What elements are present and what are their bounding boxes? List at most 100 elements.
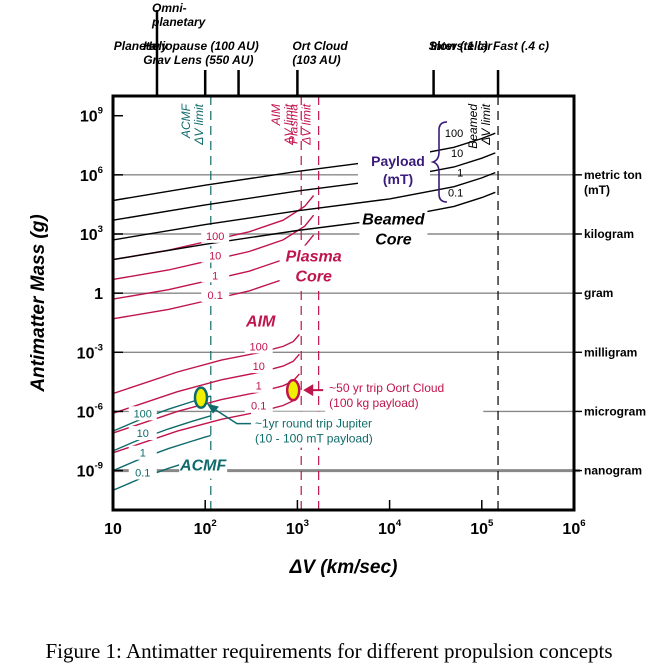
y-tick-label-3: 103 bbox=[80, 224, 103, 244]
payload-label-bg bbox=[128, 425, 157, 440]
payload-key-value: 10 bbox=[451, 148, 463, 160]
top-text-1-line-1: Planetary bbox=[114, 39, 169, 53]
top-label-1-line-1: Omni- bbox=[152, 1, 187, 15]
x-tick-label-2: 102 bbox=[194, 518, 217, 538]
top-label-1-line-2: planetary bbox=[151, 15, 207, 29]
payload-label-bg bbox=[244, 378, 273, 393]
concept-label-bg bbox=[179, 454, 228, 479]
payload-label-bg bbox=[201, 287, 230, 302]
limit-label-1-line-2: ΔV limit bbox=[192, 103, 206, 145]
top-label-5-line-1: Slow (.1 c) bbox=[429, 39, 488, 53]
concept-label-bg bbox=[241, 310, 280, 335]
payload-label-aim: 0.1 bbox=[251, 400, 266, 412]
trip-marker-label-1-line-2: (10 - 100 mT payload) bbox=[255, 432, 373, 446]
payload-label-bg bbox=[128, 445, 157, 460]
mass-reference-label-4-line-1: milligram bbox=[584, 345, 637, 359]
y-tick-label-1: 109 bbox=[80, 106, 103, 126]
x-tick-label-5: 105 bbox=[470, 518, 494, 538]
trip-marker-arrow bbox=[208, 405, 251, 425]
mass-reference-label-2-line-1: kilogram bbox=[584, 227, 634, 241]
top-label-4-line-1: Ort Cloud bbox=[292, 39, 348, 53]
trip-marker-label-bg bbox=[250, 411, 401, 448]
mass-reference-label-5-line-1: microgram bbox=[584, 404, 646, 418]
concept-label-3-line-1: AIM bbox=[245, 314, 276, 331]
trip-marker-label-1-line-1: ~1yr round trip Jupiter bbox=[255, 417, 372, 431]
limit-label-4-line-1: Beamed bbox=[466, 104, 480, 149]
series-line-acmf-1 bbox=[112, 434, 211, 472]
trip-marker-label-bg bbox=[325, 378, 484, 415]
y-tick-label-4: 1 bbox=[94, 286, 103, 303]
series-line-beamed-1 bbox=[112, 171, 496, 241]
payload-label-acmf: 0.1 bbox=[135, 467, 150, 479]
x-tick-label-6: 106 bbox=[562, 518, 585, 538]
trip-marker-label-2-line-1: ~50 yr trip Oort Cloud bbox=[329, 381, 444, 395]
payload-label-bg bbox=[201, 248, 230, 263]
payload-label-acmf: 10 bbox=[137, 428, 149, 440]
chart-labels: 100 10 1 0.1 100 10 1 0.1 100 10 1 0.1 100 10 1 0.1 Payl… bbox=[128, 121, 463, 480]
plot-frame bbox=[111, 94, 576, 512]
top-label-6-line-1: Fast (.4 c) bbox=[493, 39, 549, 53]
concept-label-2-line-1: Plasma bbox=[286, 249, 342, 266]
mass-reference-label-1-line-2: (mT) bbox=[584, 183, 610, 197]
payload-label-plasma: 10 bbox=[209, 251, 221, 263]
top-text-2-line-1: Interstellar bbox=[431, 39, 494, 53]
limit-label-2-line-2: ΔV limit bbox=[282, 103, 296, 145]
payload-label-plasma: 1 bbox=[212, 270, 218, 282]
top-axis: Omni-planetary Heliopause (100 AU)Grav Le… bbox=[114, 1, 549, 96]
concept-label-1-line-1: Beamed bbox=[362, 212, 425, 229]
payload-label-plasma: 100 bbox=[206, 231, 224, 243]
top-label-4-line-2: (103 AU) bbox=[292, 53, 340, 67]
limit-label-1-line-1: ACMF bbox=[179, 103, 193, 139]
trip-marker-2 bbox=[285, 378, 301, 402]
payload-label-bg bbox=[128, 465, 157, 480]
payload-label-aim: 1 bbox=[256, 381, 262, 393]
payload-key-value: 100 bbox=[445, 128, 463, 140]
concept-label-bg bbox=[359, 208, 428, 253]
trip-marker-1 bbox=[193, 386, 209, 409]
x-axis-label: ΔV (km/sec) bbox=[289, 557, 398, 578]
series-line-acmf-10 bbox=[112, 415, 211, 452]
mass-reference-label-3-line-1: gram bbox=[584, 286, 613, 300]
payload-label-bg bbox=[128, 406, 157, 421]
x-tick-label-1: 10 bbox=[104, 521, 122, 538]
y-tick-label-5: 10-3 bbox=[77, 342, 103, 362]
payload-label-acmf: 100 bbox=[134, 408, 152, 420]
limit-label-2-line-1: AIM bbox=[269, 104, 283, 126]
payload-label-bg bbox=[244, 398, 273, 413]
top-label-2-line-1: Heliopause (100 AU) bbox=[143, 39, 259, 53]
y-tick-label-7: 10-9 bbox=[77, 461, 103, 481]
payload-label-aim: 10 bbox=[253, 361, 265, 373]
payload-label-bg bbox=[244, 359, 273, 373]
limit-label-3-line-2: ΔV limit bbox=[300, 103, 314, 145]
concept-label-2-line-2: Core bbox=[295, 269, 332, 286]
mass-reference-label-6-line-1: nanogram bbox=[584, 464, 642, 478]
payload-label-acmf: 1 bbox=[140, 448, 146, 460]
payload-label-bg bbox=[244, 339, 273, 354]
payload-key-title-line-2: (mT) bbox=[383, 171, 413, 187]
trip-marker-arrowhead bbox=[303, 384, 314, 397]
trip-marker-arrowhead bbox=[206, 403, 219, 414]
payload-label-aim: 100 bbox=[250, 341, 268, 353]
payload-key-title-line-1: Payload bbox=[371, 153, 425, 169]
concept-label-bg bbox=[279, 245, 348, 290]
x-tick-label-3: 103 bbox=[286, 518, 309, 538]
payload-brace bbox=[430, 121, 448, 203]
mass-reference-label-1-line-1: metric ton bbox=[584, 168, 642, 182]
trip-markers: ~1yr round trip Jupiter(10 - 100 mT payl… bbox=[193, 378, 484, 448]
payload-label-bg bbox=[201, 268, 230, 283]
concept-label-1-line-2: Core bbox=[375, 232, 412, 249]
x-tick-label-4: 104 bbox=[378, 518, 402, 538]
axes: metric ton(mT)kilogramgrammilligrammicro… bbox=[28, 94, 646, 578]
payload-key-bg bbox=[358, 150, 430, 190]
y-tick-label-6: 10-6 bbox=[77, 401, 103, 421]
top-label-2-line-2: Grav Lens (550 AU) bbox=[143, 53, 253, 67]
payload-key-value: 1 bbox=[457, 168, 463, 180]
trip-marker-label-2-line-2: (100 kg payload) bbox=[329, 396, 418, 410]
figure-caption: Figure 1: Antimatter requirements for di… bbox=[45, 639, 612, 663]
concept-label-4-line-1: ACMF bbox=[179, 458, 227, 475]
y-axis-label: Antimatter Mass (g) bbox=[28, 214, 49, 392]
payload-key-value: 0.1 bbox=[448, 187, 463, 199]
payload-label-bg bbox=[201, 228, 230, 243]
y-tick-label-2: 106 bbox=[80, 165, 103, 185]
